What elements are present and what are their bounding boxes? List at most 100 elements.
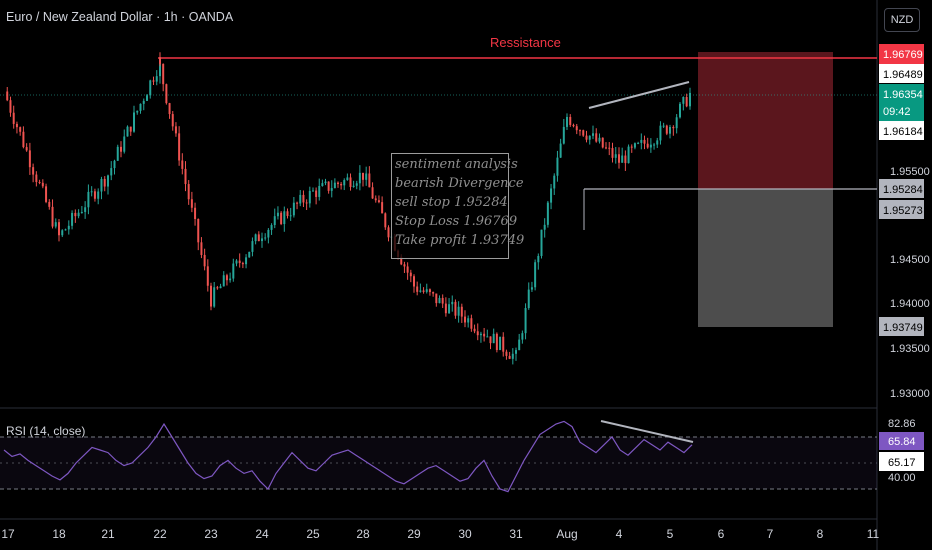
level-price-badge <box>879 121 924 140</box>
level-price-badge <box>879 200 924 219</box>
candle-body <box>483 333 486 337</box>
candle-body <box>299 194 302 204</box>
candle-body <box>608 147 611 149</box>
candle-body <box>585 135 588 140</box>
candle-body <box>235 260 238 264</box>
candle-body <box>489 336 492 344</box>
candle-body <box>355 183 358 186</box>
candle-body <box>406 266 409 273</box>
candle-body <box>621 155 624 163</box>
currency-button[interactable]: NZD <box>884 8 920 32</box>
analysis-note[interactable]: sentiment analysis bearish Divergence se… <box>391 153 524 259</box>
candle-body <box>296 202 299 204</box>
candle-body <box>582 130 585 136</box>
candle-body <box>614 154 617 158</box>
candle-body <box>572 124 575 127</box>
candle-body <box>428 289 431 293</box>
candle-body <box>508 355 511 359</box>
candle-body <box>448 304 451 314</box>
candle-body <box>286 211 289 216</box>
candle-body <box>305 202 308 204</box>
candle-body <box>93 191 96 199</box>
candle-body <box>292 202 295 216</box>
candle-body <box>324 181 327 184</box>
candle-body <box>84 207 87 212</box>
candle-body <box>505 351 508 356</box>
candle-body <box>107 175 109 187</box>
candle-body <box>289 215 292 217</box>
candle-body <box>318 185 321 197</box>
candle-body <box>213 287 216 307</box>
candle-body <box>321 183 324 186</box>
candle-body <box>100 178 103 192</box>
candle-body <box>61 230 64 236</box>
candle-body <box>267 229 270 238</box>
candle-body <box>540 229 543 256</box>
candle-body <box>425 289 428 292</box>
last-price: 1.96354 <box>883 89 923 101</box>
candle-body <box>32 167 35 175</box>
level-price: 1.95273 <box>883 205 923 217</box>
candle-body <box>537 255 540 263</box>
candle-body <box>248 251 251 258</box>
candle-body <box>605 147 607 149</box>
stop-loss-zone[interactable] <box>698 52 833 189</box>
candle-body <box>682 97 685 104</box>
candle-body <box>312 190 314 192</box>
candle-body <box>646 143 649 148</box>
candle-body <box>656 140 659 145</box>
candle-body <box>6 91 9 101</box>
candle-body <box>123 136 126 152</box>
time-tick: 24 <box>255 527 269 541</box>
candle-body <box>12 112 15 124</box>
bar-countdown: 09:42 <box>883 106 911 118</box>
candle-body <box>133 112 135 132</box>
candle-body <box>454 301 457 316</box>
rsi-level-badge <box>879 452 924 471</box>
candle-body <box>330 188 333 191</box>
candle-body <box>219 286 222 289</box>
candle-body <box>174 126 177 134</box>
note-line: bearish Divergence <box>395 176 524 191</box>
target-price-badge <box>879 317 924 336</box>
time-tick: 5 <box>667 527 674 541</box>
rsi-tick: 40.00 <box>888 472 916 484</box>
candle-body <box>553 175 556 189</box>
rsi-divergence-trendline[interactable] <box>600 420 694 443</box>
take-profit-zone[interactable] <box>698 189 833 327</box>
time-tick: 25 <box>306 527 320 541</box>
time-tick: 11 <box>867 527 880 541</box>
time-tick: 8 <box>817 527 824 541</box>
candle-body <box>142 100 145 104</box>
candle-body <box>28 150 31 168</box>
time-tick: 6 <box>718 527 725 541</box>
candle-body <box>659 125 662 141</box>
time-tick: 29 <box>407 527 421 541</box>
candle-body <box>280 212 283 225</box>
candle-body <box>527 289 530 309</box>
rsi-level: 65.17 <box>888 457 916 469</box>
candle-body <box>257 234 260 242</box>
rsi-title[interactable]: RSI (14, close) <box>6 424 86 438</box>
candle-body <box>598 137 601 142</box>
candle-body <box>486 336 489 338</box>
candle-body <box>162 63 165 85</box>
candle-body <box>113 160 116 169</box>
candle-body <box>210 285 212 307</box>
candle-body <box>416 286 419 292</box>
candle-body <box>371 187 374 199</box>
candle-body <box>633 143 636 148</box>
time-tick: 30 <box>458 527 472 541</box>
candle-body <box>45 186 48 202</box>
candle-body <box>103 178 106 187</box>
candle-body <box>595 133 598 142</box>
candle-body <box>672 127 675 129</box>
time-tick: 7 <box>767 527 774 541</box>
candle-body <box>630 146 633 148</box>
price-divergence-trendline[interactable] <box>588 81 690 109</box>
candle-body <box>120 146 122 152</box>
candle-body <box>261 238 263 242</box>
candle-body <box>129 126 132 132</box>
candle-body <box>432 292 435 294</box>
